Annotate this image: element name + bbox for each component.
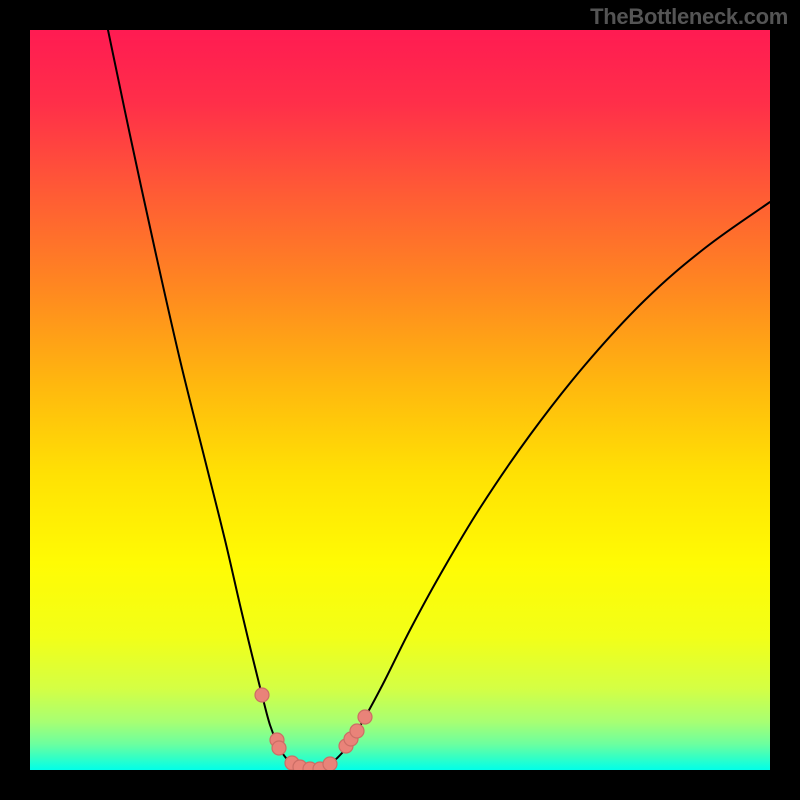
plot-area [30,30,770,770]
data-marker [350,724,364,738]
data-marker [323,757,337,771]
data-marker [358,710,372,724]
watermark-text: TheBottleneck.com [590,4,788,30]
data-marker [255,688,269,702]
data-marker [272,741,286,755]
chart-root: TheBottleneck.com [0,0,800,800]
chart-svg [0,0,800,800]
